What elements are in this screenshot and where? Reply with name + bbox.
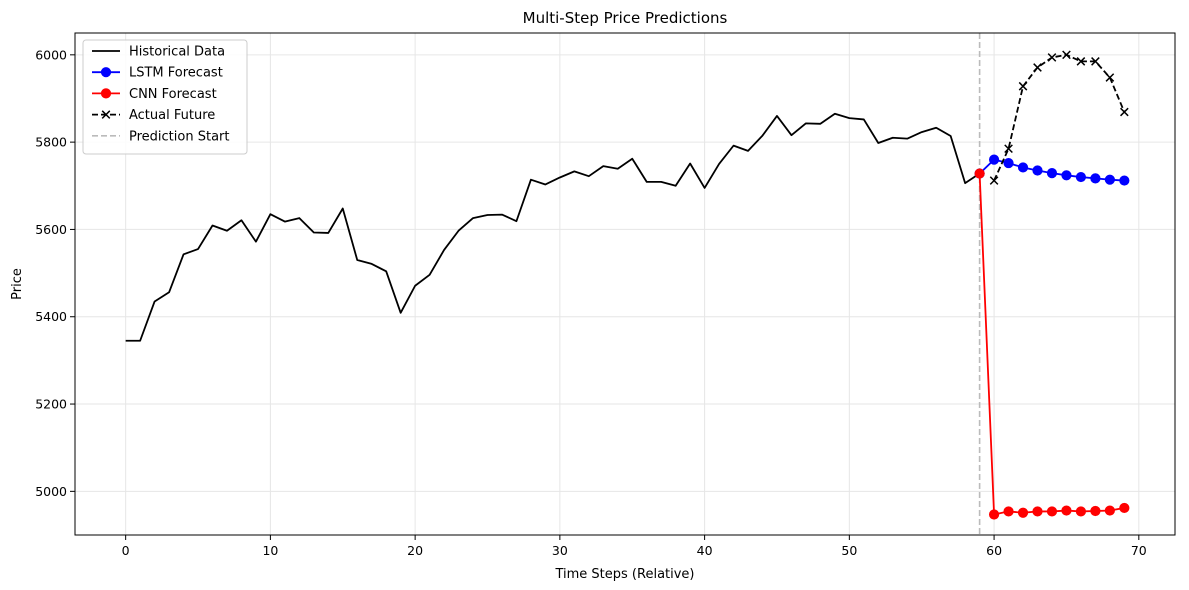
legend: Historical Data LSTM Forecast CNN Forecast… <box>82 39 248 155</box>
x-axis-label: Time Steps (Relative) <box>554 567 694 582</box>
historical-data-line <box>125 112 981 342</box>
legend-box <box>82 39 248 155</box>
x-tick-label: 50 <box>841 543 857 558</box>
actual-future-line <box>993 53 1126 181</box>
lstm-forecast-point <box>1032 165 1043 176</box>
grid-lines <box>75 33 1175 535</box>
lstm-forecast-series <box>974 154 1130 186</box>
cnn-forecast-point <box>1046 506 1058 517</box>
cnn-forecast-point <box>974 168 985 179</box>
actual-future-point <box>1018 81 1028 91</box>
actual-future-point <box>1062 50 1071 60</box>
lstm-forecast-point <box>1017 162 1029 173</box>
lstm-forecast-point <box>1003 157 1014 169</box>
cnn-forecast-point <box>1003 506 1014 517</box>
legend-label: Historical Data <box>129 45 225 60</box>
legend-item: Historical Data <box>92 45 225 60</box>
y-axis-ticks: 5000 5200 5400 5600 5800 6000 <box>35 47 75 499</box>
legend-item: LSTM Forecast <box>92 66 223 81</box>
lstm-forecast-point <box>988 154 1000 165</box>
actual-future-point <box>989 176 999 185</box>
y-tick-label: 5400 <box>35 309 67 324</box>
legend-label: Actual Future <box>129 108 215 123</box>
cnn-forecast-point <box>1061 505 1072 516</box>
chart-title: Multi-Step Price Predictions <box>523 9 728 27</box>
x-tick-label: 60 <box>986 543 1002 558</box>
actual-future-point <box>1004 144 1013 154</box>
cnn-forecast-point <box>1104 505 1115 516</box>
legend-item: Actual Future <box>92 108 215 123</box>
cnn-forecast-point <box>1017 507 1029 518</box>
x-tick-label: 0 <box>122 543 130 558</box>
cnn-forecast-point <box>1075 506 1087 517</box>
plot-frame <box>74 32 1176 536</box>
actual-future-point <box>101 110 111 119</box>
y-tick-label: 6000 <box>35 47 67 62</box>
actual-future-point <box>1120 107 1129 117</box>
actual-future-point <box>1091 57 1100 66</box>
cnn-forecast-point <box>1119 502 1130 514</box>
actual-future-point <box>1076 57 1086 66</box>
series-layer <box>125 33 1130 535</box>
cnn-forecast-point <box>1090 505 1101 517</box>
x-tick-label: 20 <box>407 543 423 558</box>
lstm-forecast-point <box>1104 174 1115 185</box>
y-tick-label: 5200 <box>35 397 67 412</box>
x-tick-label: 40 <box>697 543 713 558</box>
x-tick-label: 30 <box>552 543 568 558</box>
legend-item: CNN Forecast <box>92 87 217 102</box>
lstm-forecast-point <box>100 67 112 78</box>
actual-future-point <box>1047 53 1057 62</box>
cnn-forecast-point <box>988 509 1000 520</box>
cnn-forecast-series <box>974 168 1130 520</box>
actual-future-point <box>1105 73 1115 82</box>
cnn-forecast-point <box>1032 506 1043 517</box>
actual-future-series <box>989 50 1129 185</box>
y-tick-label: 5000 <box>35 484 67 499</box>
x-tick-label: 70 <box>1131 543 1147 558</box>
historical-data-series <box>125 112 981 342</box>
legend-label: CNN Forecast <box>129 87 217 102</box>
lstm-forecast-point <box>1046 168 1058 179</box>
y-axis-label: Price <box>10 268 25 300</box>
legend-item: Prediction Start <box>92 129 229 144</box>
lstm-forecast-point <box>1075 171 1087 183</box>
x-tick-label: 10 <box>262 543 278 558</box>
y-tick-label: 5600 <box>35 222 67 237</box>
lstm-forecast-point <box>1119 175 1130 186</box>
y-tick-label: 5800 <box>35 135 67 150</box>
cnn-forecast-point <box>100 88 112 99</box>
lstm-forecast-point <box>1090 173 1101 184</box>
legend-label: LSTM Forecast <box>129 66 223 81</box>
lstm-forecast-point <box>1061 170 1072 181</box>
x-axis-ticks: 0 10 20 30 40 50 60 70 <box>122 535 1147 558</box>
actual-future-point <box>1033 63 1042 72</box>
legend-label: Prediction Start <box>129 129 229 144</box>
